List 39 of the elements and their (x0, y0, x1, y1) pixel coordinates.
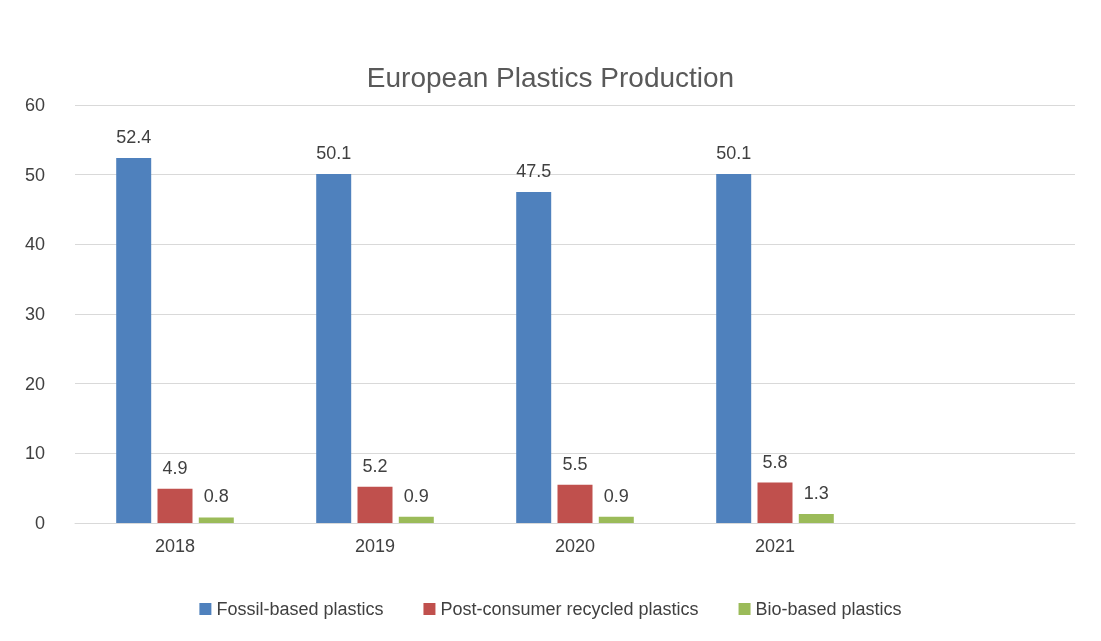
legend-label: Fossil-based plastics (216, 599, 384, 619)
bar (798, 513, 834, 523)
bar (116, 157, 152, 523)
legend-label: Bio-based plastics (755, 599, 902, 619)
y-tick-label: 60 (24, 95, 45, 115)
bar (398, 516, 434, 523)
bar (198, 517, 234, 523)
data-label: 50.1 (316, 142, 352, 163)
data-label: 52.4 (116, 126, 152, 147)
bar (557, 484, 593, 523)
bar (516, 192, 552, 523)
bar (757, 482, 793, 523)
data-label: 0.9 (603, 485, 629, 506)
y-tick-label: 10 (24, 443, 45, 464)
legend-label: Post-consumer recycled plastics (440, 599, 699, 619)
chart-title: European Plastics Production (366, 61, 735, 93)
x-tick-label: 2020 (554, 536, 596, 556)
y-tick-label: 30 (24, 304, 45, 324)
bar (598, 516, 634, 523)
data-label: 4.9 (162, 457, 188, 478)
data-label: 0.9 (403, 485, 429, 506)
data-label: 50.1 (716, 142, 752, 163)
data-label: 5.8 (762, 451, 788, 472)
y-tick-label: 20 (24, 373, 45, 394)
y-tick-label: 0 (34, 513, 45, 533)
data-label: 1.3 (803, 482, 829, 503)
data-label: 5.2 (362, 455, 388, 476)
bar (716, 173, 752, 523)
x-tick-label: 2018 (154, 536, 196, 556)
data-label: 47.5 (516, 161, 552, 182)
y-tick-label: 40 (24, 234, 45, 255)
data-label: 0.8 (203, 486, 229, 507)
bar (157, 488, 193, 523)
x-tick-label: 2019 (354, 536, 396, 556)
y-tick-label: 50 (24, 164, 45, 185)
bar (357, 486, 393, 523)
bar (316, 173, 352, 523)
x-tick-label: 2021 (754, 536, 796, 556)
data-label: 5.5 (562, 453, 588, 474)
